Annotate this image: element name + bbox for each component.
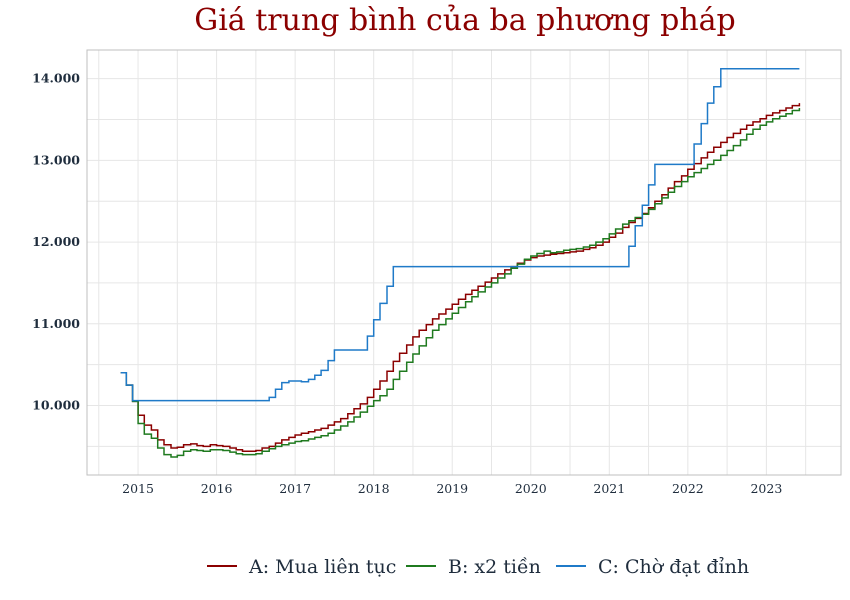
legend-item-1[interactable]: A: Mua liên tục [207, 556, 396, 578]
y-axis: 10.000 11.000 12.000 13.000 14.000 [32, 71, 80, 413]
series-line-2 [120, 108, 801, 458]
y-tick-label: 13.000 [32, 152, 80, 167]
x-tick-label: 2022 [672, 481, 704, 496]
x-tick-label: 2017 [279, 481, 311, 496]
x-tick-label: 2021 [593, 481, 625, 496]
x-tick-label: 2015 [122, 481, 154, 496]
x-tick-label: 2019 [436, 481, 468, 496]
x-axis: 2015 2016 2017 2018 2019 2020 2021 2022 2023 [122, 481, 782, 496]
chart-title: Giá trung bình của ba phương pháp [194, 3, 736, 38]
grid [87, 50, 841, 475]
series-lines [120, 68, 801, 458]
legend-item-2[interactable]: B: x2 tiền [406, 556, 541, 578]
legend-label: A: Mua liên tục [248, 556, 396, 578]
y-tick-label: 11.000 [32, 316, 80, 331]
series-line-1 [120, 103, 801, 453]
series-line-3 [120, 68, 800, 402]
x-tick-label: 2020 [515, 481, 547, 496]
y-tick-label: 10.000 [32, 398, 80, 413]
y-tick-label: 14.000 [32, 71, 80, 86]
y-tick-label: 12.000 [32, 234, 80, 249]
legend[interactable]: A: Mua liên tục B: x2 tiền C: Chờ đạt đỉnh [207, 556, 749, 578]
legend-label: B: x2 tiền [448, 556, 541, 578]
legend-item-3[interactable]: C: Chờ đạt đỉnh [556, 556, 749, 578]
x-tick-label: 2018 [358, 481, 390, 496]
x-tick-label: 2016 [201, 481, 233, 496]
legend-label: C: Chờ đạt đỉnh [598, 556, 749, 578]
x-tick-label: 2023 [750, 481, 782, 496]
plot-area [86, 49, 842, 476]
